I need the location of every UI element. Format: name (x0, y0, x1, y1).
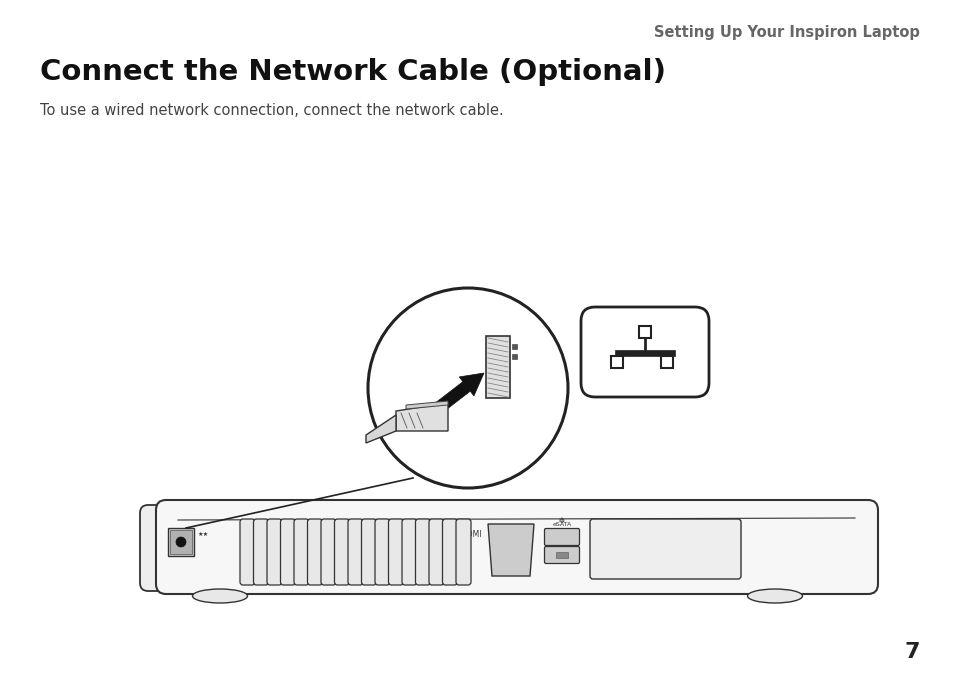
FancyBboxPatch shape (544, 546, 578, 563)
FancyBboxPatch shape (361, 519, 376, 585)
FancyBboxPatch shape (580, 307, 708, 397)
Bar (615, 350, 675, 356)
Text: ❁: ❁ (558, 518, 564, 524)
Bar (168, 528, 193, 556)
FancyBboxPatch shape (156, 500, 877, 594)
Bar (556, 552, 567, 558)
FancyBboxPatch shape (280, 519, 295, 585)
FancyBboxPatch shape (456, 519, 471, 585)
FancyBboxPatch shape (253, 519, 268, 585)
Text: ★★: ★★ (198, 532, 209, 537)
FancyBboxPatch shape (294, 519, 309, 585)
FancyBboxPatch shape (267, 519, 282, 585)
Polygon shape (366, 415, 395, 443)
Bar (170, 530, 192, 554)
FancyBboxPatch shape (544, 529, 578, 546)
Polygon shape (406, 401, 448, 409)
Bar (660, 356, 672, 368)
Circle shape (175, 537, 186, 547)
Polygon shape (432, 373, 483, 415)
Ellipse shape (193, 589, 247, 603)
Bar (512, 344, 517, 349)
Polygon shape (395, 403, 448, 431)
FancyBboxPatch shape (375, 519, 390, 585)
FancyBboxPatch shape (307, 519, 322, 585)
Ellipse shape (747, 589, 801, 603)
FancyBboxPatch shape (388, 519, 403, 585)
FancyBboxPatch shape (140, 505, 193, 591)
Bar (512, 354, 517, 359)
Polygon shape (488, 524, 534, 576)
FancyBboxPatch shape (335, 519, 349, 585)
FancyBboxPatch shape (442, 519, 457, 585)
Text: 7: 7 (903, 642, 919, 662)
Text: eSATA: eSATA (552, 522, 571, 527)
FancyBboxPatch shape (240, 519, 254, 585)
FancyBboxPatch shape (320, 519, 335, 585)
FancyBboxPatch shape (416, 519, 430, 585)
Text: Setting Up Your Inspiron Laptop: Setting Up Your Inspiron Laptop (654, 25, 919, 40)
Text: SD/MMC - MSiPro: SD/MMC - MSiPro (632, 531, 698, 540)
Circle shape (368, 288, 567, 488)
Bar (485, 336, 510, 398)
Text: HDMI: HDMI (461, 530, 481, 539)
Bar (610, 356, 622, 368)
FancyBboxPatch shape (401, 519, 416, 585)
Text: Connect the Network Cable (Optional): Connect the Network Cable (Optional) (40, 58, 665, 86)
FancyBboxPatch shape (429, 519, 443, 585)
Text: To use a wired network connection, connect the network cable.: To use a wired network connection, conne… (40, 103, 503, 118)
FancyBboxPatch shape (589, 519, 740, 579)
FancyBboxPatch shape (348, 519, 363, 585)
Bar (639, 326, 650, 338)
